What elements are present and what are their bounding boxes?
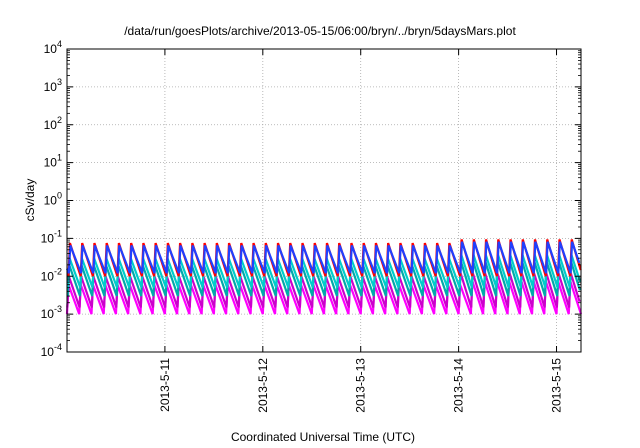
y-tick-label: 10-1: [41, 228, 62, 245]
series-line: [67, 254, 582, 289]
y-tick-label: 10-4: [41, 342, 62, 359]
series-line: [66, 272, 581, 308]
x-tick-label: 2013-5-12: [256, 358, 270, 413]
x-tick-label: 2013-5-13: [354, 358, 368, 413]
y-tick-label: 101: [44, 153, 62, 170]
x-tick-label: 2013-5-11: [158, 358, 172, 412]
x-axis: 2013-5-11 2013-5-12 2013-5-13 2013-5-14 2013…: [158, 49, 564, 413]
y-tick-label: 10-2: [41, 266, 62, 283]
x-axis-label: Coordinated Universal Time (UTC): [231, 430, 415, 444]
y-tick-label: 104: [44, 39, 62, 56]
chart-title: /data/run/goesPlots/archive/2013-05-15/0…: [124, 24, 516, 38]
y-tick-label: 103: [44, 77, 62, 94]
x-tick-label: 2013-5-14: [452, 358, 466, 413]
series-line: [66, 260, 581, 297]
y-tick-label: 10-3: [41, 304, 62, 321]
series-line: [66, 241, 581, 274]
series-layer: [65, 239, 583, 315]
y-axis-label: cSv/day: [23, 179, 37, 222]
x-tick-label: 2013-5-15: [550, 358, 564, 413]
y-tick-label: 102: [44, 115, 62, 132]
series-line: [65, 280, 583, 315]
y-tick-label: 100: [44, 191, 62, 208]
